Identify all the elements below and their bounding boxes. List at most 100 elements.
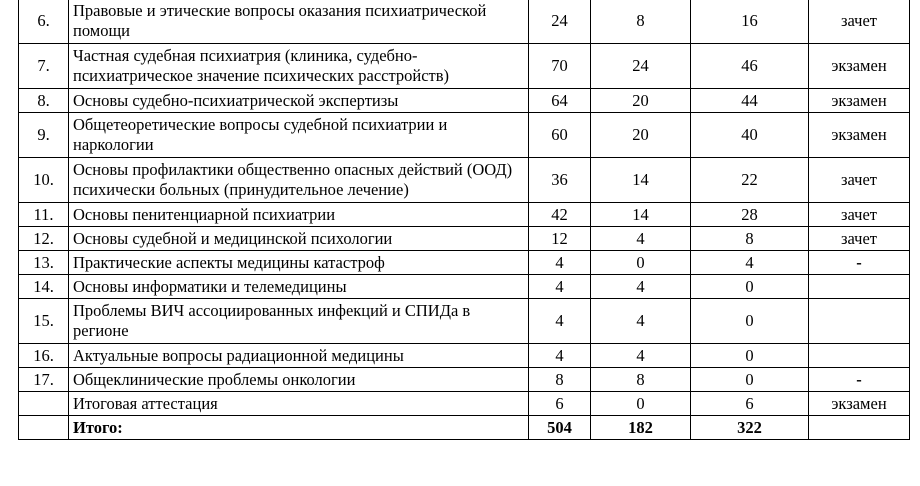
- hours-part-2: 22: [690, 157, 809, 203]
- discipline-name: Итоговая аттестация: [68, 391, 529, 416]
- hours-part-2: 16: [690, 0, 809, 44]
- table-row: 15. Проблемы ВИЧ ассоциированных инфекций…: [18, 298, 910, 344]
- hours-part-2: 4: [690, 250, 809, 275]
- discipline-name: Основы судебно-психиатрической экспертиз…: [68, 88, 529, 113]
- table-row: 8. Основы судебно-психиатрической эксперт…: [18, 88, 910, 113]
- hours-part-1: 0: [590, 250, 691, 275]
- discipline-name: Частная судебная психиатрия (клиника, су…: [68, 43, 529, 89]
- curriculum-table: 6. Правовые и этические вопросы оказания …: [18, 0, 910, 440]
- discipline-name: Правовые и этические вопросы оказания пс…: [68, 0, 529, 44]
- control-form: зачет: [808, 157, 910, 203]
- row-number: 8.: [18, 88, 69, 113]
- discipline-name: Общетеоретические вопросы судебной психи…: [68, 112, 529, 158]
- table-row: 12. Основы судебной и медицинской психоло…: [18, 226, 910, 251]
- table-row: 14. Основы информатики и телемедицины 4 4 0: [18, 274, 910, 299]
- discipline-name: Общеклинические проблемы онкологии: [68, 367, 529, 392]
- table-row: Итого: 504 182 322: [18, 415, 910, 440]
- table-row: 13. Практические аспекты медицины катастр…: [18, 250, 910, 275]
- discipline-name: Проблемы ВИЧ ассоциированных инфекций и …: [68, 298, 529, 344]
- row-number: 10.: [18, 157, 69, 203]
- row-number: 7.: [18, 43, 69, 89]
- hours-part-2: 44: [690, 88, 809, 113]
- total-hours: 6: [528, 391, 591, 416]
- row-number: 6.: [18, 0, 69, 44]
- total-hours: 4: [528, 250, 591, 275]
- table-row: 6. Правовые и этические вопросы оказания …: [18, 0, 910, 44]
- discipline-name: Основы судебной и медицинской психологии: [68, 226, 529, 251]
- hours-part-1: 4: [590, 343, 691, 368]
- hours-part-1: 8: [590, 0, 691, 44]
- discipline-name: Практические аспекты медицины катастроф: [68, 250, 529, 275]
- table-row: 7. Частная судебная психиатрия (клиника, …: [18, 43, 910, 89]
- total-hours: 42: [528, 202, 591, 227]
- discipline-name: Основы информатики и телемедицины: [68, 274, 529, 299]
- hours-part-1: 24: [590, 43, 691, 89]
- total-hours: 12: [528, 226, 591, 251]
- hours-part-1: 8: [590, 367, 691, 392]
- hours-part-2: 6: [690, 391, 809, 416]
- row-number: 13.: [18, 250, 69, 275]
- control-form: зачет: [808, 226, 910, 251]
- hours-part-1: 14: [590, 157, 691, 203]
- hours-part-2: 8: [690, 226, 809, 251]
- discipline-name: Основы профилактики общественно опасных …: [68, 157, 529, 203]
- table-row: 16. Актуальные вопросы радиационной медиц…: [18, 343, 910, 368]
- table-wrapper: 6. Правовые и этические вопросы оказания …: [18, 0, 910, 440]
- control-form: [808, 343, 910, 368]
- row-number: 11.: [18, 202, 69, 227]
- control-form: зачет: [808, 0, 910, 44]
- hours-part-1: 4: [590, 274, 691, 299]
- hours-part-2: 0: [690, 298, 809, 344]
- table-row: 9. Общетеоретические вопросы судебной пси…: [18, 112, 910, 158]
- table-row: 11. Основы пенитенциарной психиатрии 42 14 2…: [18, 202, 910, 227]
- table-body: 6. Правовые и этические вопросы оказания …: [18, 0, 910, 440]
- control-form: экзамен: [808, 43, 910, 89]
- hours-part-1: 20: [590, 88, 691, 113]
- control-form: -: [808, 367, 910, 392]
- row-number: 17.: [18, 367, 69, 392]
- table-row: 17. Общеклинические проблемы онкологии 8 8 0…: [18, 367, 910, 392]
- discipline-name: Итого:: [68, 415, 529, 440]
- control-form: зачет: [808, 202, 910, 227]
- row-number: [18, 391, 69, 416]
- hours-part-2: 28: [690, 202, 809, 227]
- row-number: 12.: [18, 226, 69, 251]
- total-hours: 4: [528, 343, 591, 368]
- row-number: 9.: [18, 112, 69, 158]
- hours-part-2: 0: [690, 367, 809, 392]
- hours-part-2: 46: [690, 43, 809, 89]
- total-hours: 24: [528, 0, 591, 44]
- control-form: [808, 274, 910, 299]
- hours-part-2: 0: [690, 343, 809, 368]
- hours-part-1: 182: [590, 415, 691, 440]
- discipline-name: Основы пенитенциарной психиатрии: [68, 202, 529, 227]
- row-number: 15.: [18, 298, 69, 344]
- hours-part-2: 322: [690, 415, 809, 440]
- hours-part-1: 4: [590, 226, 691, 251]
- total-hours: 4: [528, 274, 591, 299]
- hours-part-1: 14: [590, 202, 691, 227]
- total-hours: 4: [528, 298, 591, 344]
- total-hours: 8: [528, 367, 591, 392]
- control-form: экзамен: [808, 88, 910, 113]
- total-hours: 36: [528, 157, 591, 203]
- control-form: [808, 298, 910, 344]
- hours-part-1: 20: [590, 112, 691, 158]
- total-hours: 64: [528, 88, 591, 113]
- hours-part-2: 40: [690, 112, 809, 158]
- hours-part-2: 0: [690, 274, 809, 299]
- discipline-name: Актуальные вопросы радиационной медицины: [68, 343, 529, 368]
- row-number: 16.: [18, 343, 69, 368]
- row-number: [18, 415, 69, 440]
- total-hours: 504: [528, 415, 591, 440]
- hours-part-1: 0: [590, 391, 691, 416]
- total-hours: 70: [528, 43, 591, 89]
- control-form: [808, 415, 910, 440]
- table-row: Итоговая аттестация 6 0 6 экзамен: [18, 391, 910, 416]
- total-hours: 60: [528, 112, 591, 158]
- control-form: экзамен: [808, 391, 910, 416]
- control-form: -: [808, 250, 910, 275]
- hours-part-1: 4: [590, 298, 691, 344]
- table-row: 10. Основы профилактики общественно опасн…: [18, 157, 910, 203]
- row-number: 14.: [18, 274, 69, 299]
